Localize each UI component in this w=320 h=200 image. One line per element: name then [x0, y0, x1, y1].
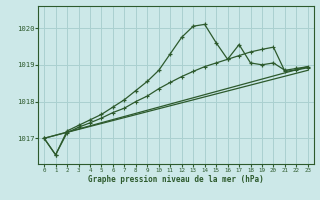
X-axis label: Graphe pression niveau de la mer (hPa): Graphe pression niveau de la mer (hPa)	[88, 175, 264, 184]
